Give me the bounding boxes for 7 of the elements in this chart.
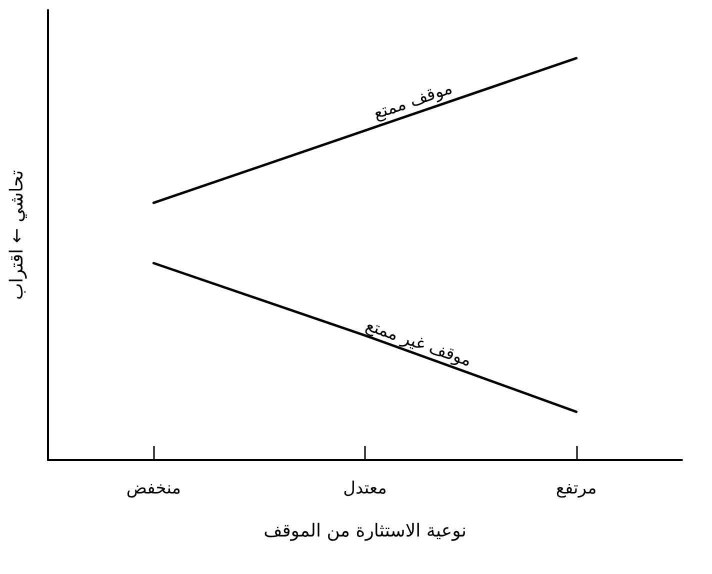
- y-axis-title: تحاشي ← اقتراب: [6, 170, 28, 300]
- x-tick-label: معتدل: [343, 478, 387, 498]
- text: موقف ممتع: [370, 78, 456, 124]
- x-tick-label: مرتفع: [556, 478, 597, 498]
- x-axis-title: نوعية الاستثارة من الموقف: [264, 520, 466, 542]
- text: موقف غير ممتع: [362, 315, 474, 372]
- x-tick-label: منخفض: [126, 478, 181, 498]
